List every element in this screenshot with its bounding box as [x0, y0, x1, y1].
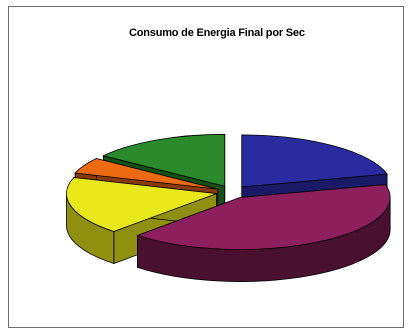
pie-slice-top [102, 133, 226, 187]
pie-slice-top [74, 158, 218, 190]
pie-slice-2 [136, 184, 391, 282]
pie-slice-top [241, 134, 388, 188]
chart-title: Consumo de Energia Final por Sec [129, 27, 305, 39]
pie-slice-top [66, 177, 217, 232]
pie-slice-top [136, 184, 391, 250]
